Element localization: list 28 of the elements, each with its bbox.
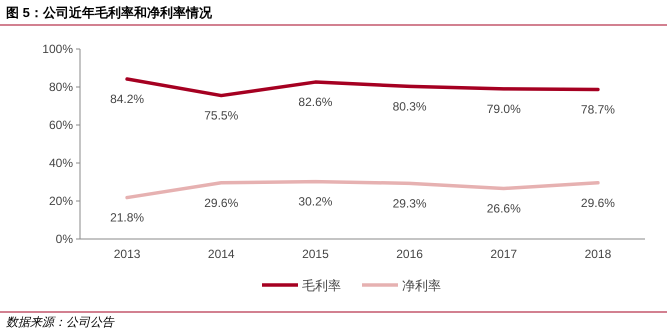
x-tick-label: 2017: [490, 247, 518, 261]
data-label: 75.5%: [204, 108, 239, 123]
legend-label: 毛利率: [302, 278, 341, 293]
data-label: 30.2%: [298, 194, 333, 209]
y-tick-label: 60%: [48, 118, 74, 132]
legend-label: 净利率: [402, 278, 441, 293]
data-label: 29.3%: [392, 196, 427, 210]
data-label: 26.6%: [486, 201, 522, 216]
data-label: 21.8%: [110, 210, 144, 225]
data-label: 78.7%: [580, 102, 616, 116]
y-tick-label: 20%: [48, 194, 74, 208]
y-tick-label: 40%: [48, 156, 74, 170]
x-tick-label: 2016: [396, 247, 424, 261]
x-tick-label: 2013: [114, 247, 141, 261]
chart-title: 图 5：公司近年毛利率和净利率情况: [6, 5, 213, 20]
data-label: 29.6%: [580, 196, 616, 210]
x-tick-label: 2018: [584, 247, 612, 261]
data-label: 84.2%: [110, 92, 144, 106]
data-label: 29.6%: [204, 196, 239, 210]
data-label: 80.3%: [392, 99, 427, 114]
y-tick-label: 80%: [48, 80, 74, 94]
x-tick-label: 2014: [208, 247, 235, 261]
y-tick-label: 100%: [42, 42, 74, 56]
data-label: 79.0%: [486, 102, 522, 116]
x-tick-label: 2015: [302, 247, 330, 261]
y-tick-label: 0%: [56, 232, 74, 246]
data-label: 82.6%: [298, 95, 333, 110]
source-note: 数据来源：公司公告: [6, 315, 115, 329]
